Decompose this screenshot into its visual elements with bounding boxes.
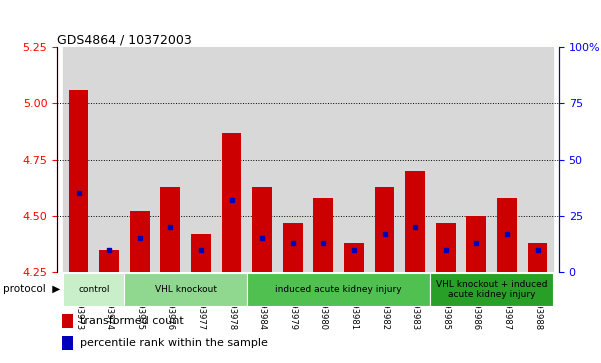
Bar [222, 133, 242, 272]
Bar [282, 223, 303, 272]
Bar [369, 47, 400, 272]
Bar [155, 47, 186, 272]
Bar [252, 187, 272, 272]
Bar [522, 47, 553, 272]
Text: control: control [78, 285, 109, 294]
Bar [160, 187, 180, 272]
Bar [430, 273, 553, 306]
Bar [466, 216, 486, 272]
Bar [191, 234, 211, 272]
Bar [124, 273, 247, 306]
Bar [62, 314, 73, 329]
Bar [308, 47, 338, 272]
Bar [400, 47, 430, 272]
Bar [99, 250, 119, 272]
Text: transformed count: transformed count [80, 316, 183, 326]
Bar [497, 198, 517, 272]
Text: VHL knockout + induced
acute kidney injury: VHL knockout + induced acute kidney inju… [436, 280, 548, 299]
Bar [216, 47, 247, 272]
Bar [405, 171, 425, 272]
Bar [461, 47, 492, 272]
Bar [63, 273, 124, 306]
Bar [278, 47, 308, 272]
Bar [374, 187, 394, 272]
Bar [436, 223, 456, 272]
Text: percentile rank within the sample: percentile rank within the sample [80, 338, 267, 348]
Bar [344, 243, 364, 272]
Bar [247, 273, 430, 306]
Bar [62, 336, 73, 350]
Bar [124, 47, 155, 272]
Bar [130, 212, 150, 272]
Bar [528, 243, 548, 272]
Text: GDS4864 / 10372003: GDS4864 / 10372003 [57, 33, 192, 46]
Text: induced acute kidney injury: induced acute kidney injury [275, 285, 402, 294]
Bar [186, 47, 216, 272]
Text: protocol  ▶: protocol ▶ [3, 285, 60, 294]
Bar [338, 47, 369, 272]
Bar [430, 47, 461, 272]
Bar [313, 198, 334, 272]
Bar [63, 47, 94, 272]
Text: VHL knockout: VHL knockout [154, 285, 216, 294]
Bar [94, 47, 124, 272]
Bar [247, 47, 278, 272]
Bar [492, 47, 522, 272]
Bar [69, 90, 88, 272]
